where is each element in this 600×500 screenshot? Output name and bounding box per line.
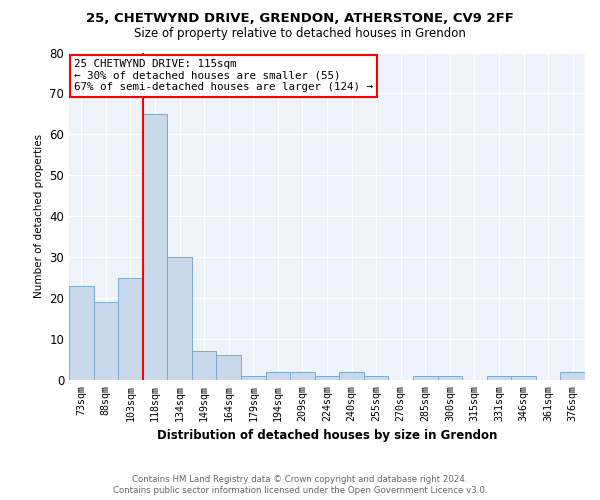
Text: 25 CHETWYND DRIVE: 115sqm
← 30% of detached houses are smaller (55)
67% of semi-: 25 CHETWYND DRIVE: 115sqm ← 30% of detac… <box>74 59 373 92</box>
Bar <box>118 278 143 380</box>
Bar <box>560 372 585 380</box>
Bar <box>511 376 536 380</box>
Bar <box>487 376 511 380</box>
Bar <box>192 352 217 380</box>
Bar <box>339 372 364 380</box>
Bar <box>241 376 266 380</box>
X-axis label: Distribution of detached houses by size in Grendon: Distribution of detached houses by size … <box>157 429 497 442</box>
Bar <box>364 376 388 380</box>
Text: Contains public sector information licensed under the Open Government Licence v3: Contains public sector information licen… <box>113 486 487 495</box>
Bar <box>413 376 437 380</box>
Bar <box>167 257 192 380</box>
Bar <box>315 376 339 380</box>
Bar <box>69 286 94 380</box>
Text: 25, CHETWYND DRIVE, GRENDON, ATHERSTONE, CV9 2FF: 25, CHETWYND DRIVE, GRENDON, ATHERSTONE,… <box>86 12 514 26</box>
Y-axis label: Number of detached properties: Number of detached properties <box>34 134 44 298</box>
Bar <box>217 356 241 380</box>
Bar <box>437 376 462 380</box>
Bar <box>143 114 167 380</box>
Text: Size of property relative to detached houses in Grendon: Size of property relative to detached ho… <box>134 28 466 40</box>
Text: Contains HM Land Registry data © Crown copyright and database right 2024.: Contains HM Land Registry data © Crown c… <box>132 475 468 484</box>
Bar <box>266 372 290 380</box>
Bar <box>94 302 118 380</box>
Bar <box>290 372 315 380</box>
